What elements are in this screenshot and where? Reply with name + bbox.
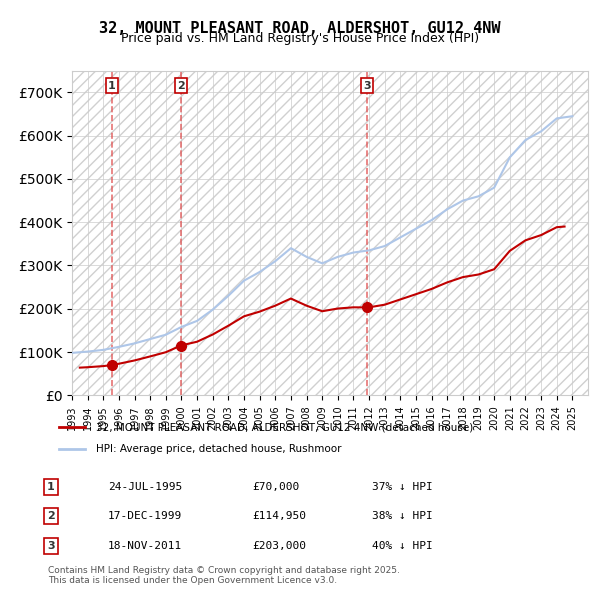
Text: 1: 1 (47, 482, 55, 491)
Text: 40% ↓ HPI: 40% ↓ HPI (372, 541, 433, 550)
Text: 24-JUL-1995: 24-JUL-1995 (108, 482, 182, 491)
Text: £203,000: £203,000 (252, 541, 306, 550)
Text: Price paid vs. HM Land Registry's House Price Index (HPI): Price paid vs. HM Land Registry's House … (121, 32, 479, 45)
Text: 17-DEC-1999: 17-DEC-1999 (108, 512, 182, 521)
Text: £114,950: £114,950 (252, 512, 306, 521)
Text: 32, MOUNT PLEASANT ROAD, ALDERSHOT, GU12 4NW (detached house): 32, MOUNT PLEASANT ROAD, ALDERSHOT, GU12… (95, 422, 473, 432)
Text: 18-NOV-2011: 18-NOV-2011 (108, 541, 182, 550)
Text: £70,000: £70,000 (252, 482, 299, 491)
Text: 38% ↓ HPI: 38% ↓ HPI (372, 512, 433, 521)
Text: 3: 3 (364, 80, 371, 90)
Text: This data is licensed under the Open Government Licence v3.0.: This data is licensed under the Open Gov… (48, 576, 337, 585)
Text: 2: 2 (47, 512, 55, 521)
Text: HPI: Average price, detached house, Rushmoor: HPI: Average price, detached house, Rush… (95, 444, 341, 454)
Text: 37% ↓ HPI: 37% ↓ HPI (372, 482, 433, 491)
Text: 32, MOUNT PLEASANT ROAD, ALDERSHOT, GU12 4NW: 32, MOUNT PLEASANT ROAD, ALDERSHOT, GU12… (99, 21, 501, 35)
Text: 2: 2 (177, 80, 185, 90)
Text: Contains HM Land Registry data © Crown copyright and database right 2025.: Contains HM Land Registry data © Crown c… (48, 566, 400, 575)
Text: 3: 3 (47, 541, 55, 550)
Text: 1: 1 (108, 80, 116, 90)
